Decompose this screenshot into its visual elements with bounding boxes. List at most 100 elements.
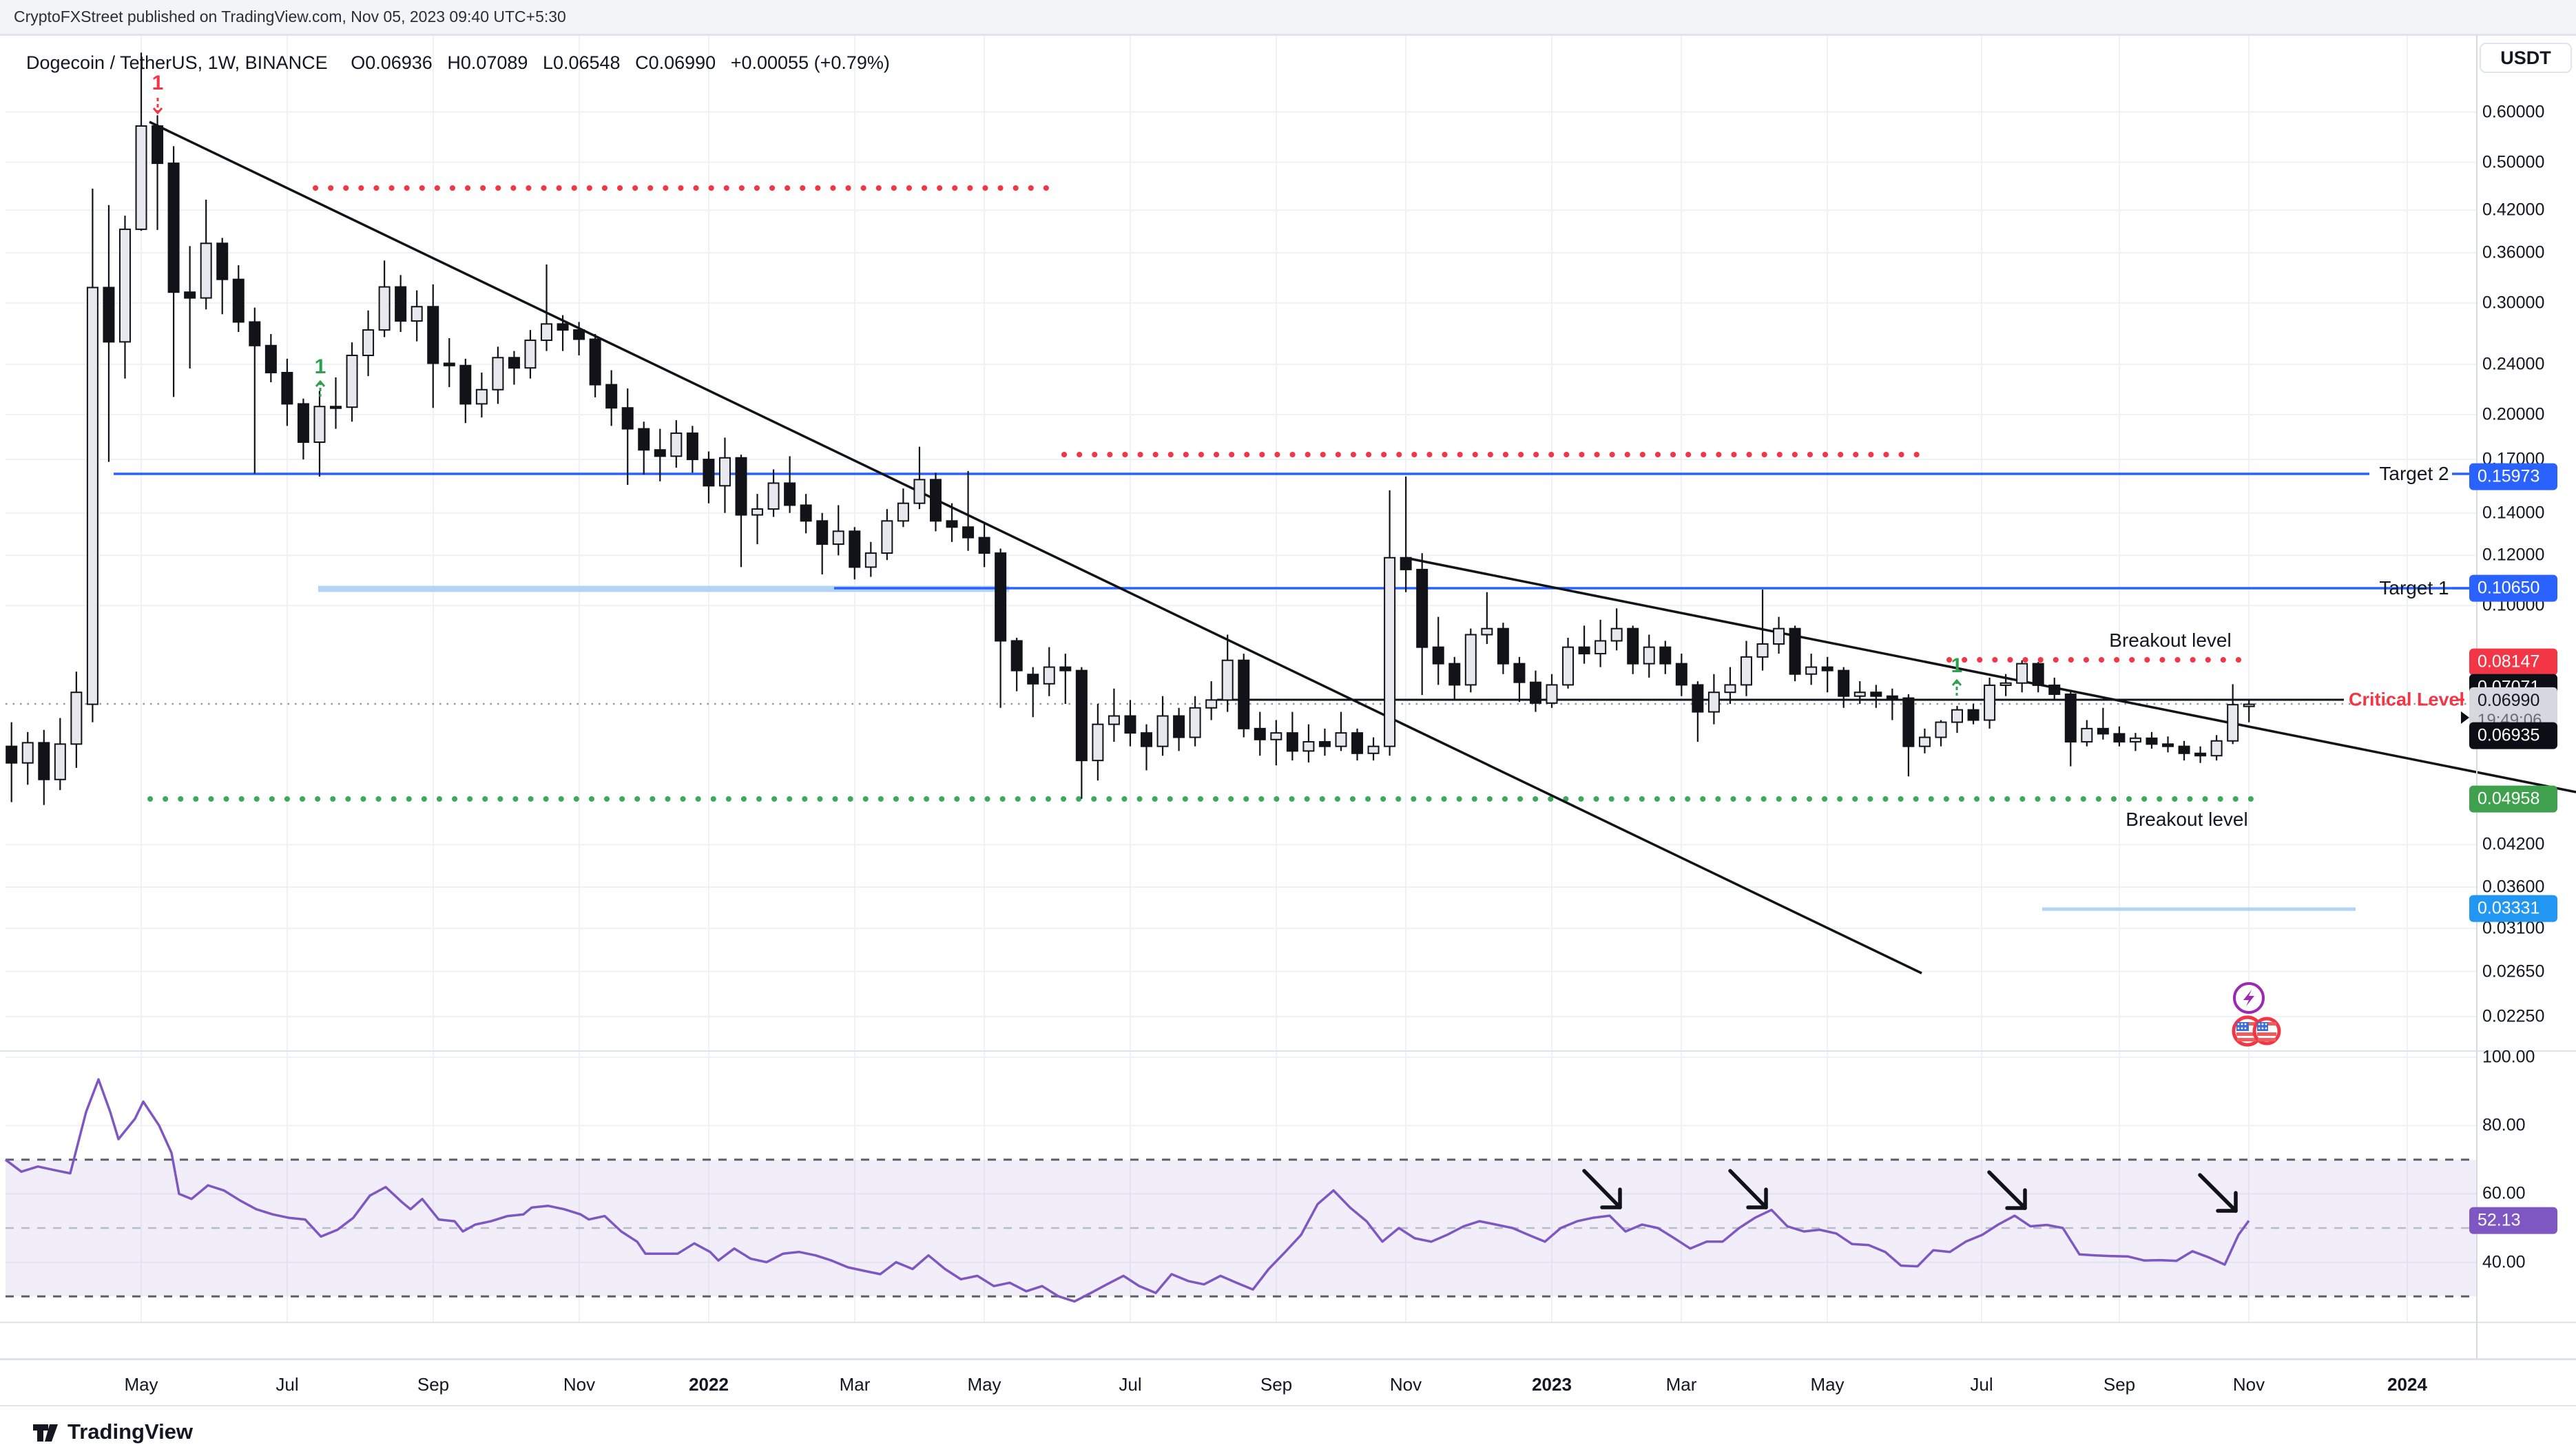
candle-body <box>427 306 439 364</box>
candle-body <box>2081 727 2093 743</box>
candle-body <box>6 745 18 764</box>
rsi-arrow[interactable] <box>1987 1170 2027 1210</box>
candle-body <box>524 340 537 369</box>
candle-body <box>492 357 504 391</box>
candle-body <box>881 520 893 554</box>
candle-body <box>200 242 212 299</box>
candle-body <box>1529 681 1541 704</box>
ohlc-close: C0.06990 <box>635 52 716 73</box>
tradingview-logo-icon[interactable] <box>32 1418 59 1446</box>
candle-body <box>784 482 796 506</box>
candle-body <box>751 508 764 516</box>
candle-body <box>378 286 391 331</box>
target2-label[interactable]: Target 2 <box>2379 463 2449 484</box>
candle-body <box>1740 656 1752 686</box>
candle-body <box>573 329 585 340</box>
candle-body <box>54 743 66 780</box>
tradingview-logo-text[interactable]: TradingView <box>67 1419 194 1444</box>
critical-level-label[interactable]: Critical Level <box>2348 689 2465 710</box>
candle-body <box>2227 704 2239 742</box>
flag-star <box>2241 1023 2243 1026</box>
candle-body <box>2097 727 2109 735</box>
flag-star <box>2241 1027 2243 1030</box>
price-tick: 0.02650 <box>2482 961 2545 981</box>
candle-body <box>2129 737 2141 743</box>
candle-body <box>1546 684 1558 704</box>
price-scale[interactable]: 0.60000 0.50000 0.42000 0.36000 0.30000 0.240… <box>2461 35 2576 1406</box>
candle-body <box>541 323 553 342</box>
target1-label[interactable]: Target 1 <box>2379 577 2449 599</box>
candle-body <box>1643 646 1655 665</box>
price-label-0_15973: 0.15973 <box>2469 463 2557 490</box>
price-tick: 0.36000 <box>2482 242 2545 262</box>
symbol-legend[interactable]: Dogecoin / TetherUS, 1W, BINANCE O0.0693… <box>26 52 900 74</box>
flag-star <box>2265 1023 2267 1026</box>
candle-body <box>264 344 277 373</box>
candle-body <box>1935 721 1947 738</box>
candle-body <box>1481 627 1493 636</box>
candle-body <box>459 364 472 405</box>
candle-body <box>1838 669 1850 697</box>
candle-body <box>995 552 1007 642</box>
flag-stripe <box>2257 1032 2276 1036</box>
flag-stripe <box>2249 1022 2258 1026</box>
candle-body <box>2146 737 2158 745</box>
candle-body <box>281 371 293 405</box>
time-label-jul: Jul <box>1119 1374 1142 1395</box>
candle-body <box>1999 682 2012 686</box>
rsi-arrow[interactable] <box>2198 1173 2238 1213</box>
time-label-nov: Nov <box>563 1374 596 1395</box>
candle-body <box>1886 695 1898 699</box>
candle-body <box>864 552 877 568</box>
currency-toggle-button[interactable]: USDT <box>2480 43 2572 73</box>
flag-star <box>2261 1023 2264 1026</box>
candle-body <box>86 287 98 705</box>
candle-body <box>1351 732 1364 754</box>
footer-bar: TradingView <box>0 1408 2576 1456</box>
flag-star <box>2258 1023 2261 1026</box>
trendline-2[interactable] <box>1405 557 2576 793</box>
wave-marker-arrowhead <box>152 107 163 115</box>
candle-body <box>232 278 245 323</box>
candle-body <box>1562 646 1575 686</box>
candle-body <box>1124 715 1136 734</box>
ohlc-high: H0.07089 <box>447 52 528 73</box>
time-label-jul: Jul <box>1970 1374 1993 1395</box>
candle-body <box>913 479 926 504</box>
price-label-0_03331: 0.03331 <box>2469 895 2557 922</box>
candle-body <box>2113 733 2126 743</box>
candle-body <box>1578 646 1590 655</box>
breakout-level-lower-label[interactable]: Breakout level <box>2126 809 2248 830</box>
wave-marker-1[interactable]: 1 <box>1951 654 1963 677</box>
candle-body <box>1238 659 1250 729</box>
lightning-bolt-glyph <box>2243 990 2254 1006</box>
candle-body <box>1464 634 1477 686</box>
go-to-realtime-arrow[interactable] <box>2461 711 2469 724</box>
candle-body <box>1610 627 1623 642</box>
wave-marker-1[interactable]: 1 <box>152 72 164 94</box>
candle-body <box>443 362 455 366</box>
candle-body <box>638 428 650 451</box>
rsi-arrow[interactable] <box>1728 1169 1768 1209</box>
candle-body <box>346 355 358 408</box>
candle-body <box>411 306 423 322</box>
rsi-arrow[interactable] <box>1582 1169 1622 1209</box>
time-axis[interactable]: May Jul Sep Nov 2022 Mar May Jul Sep Nov 2023 Mar Ma… <box>0 1359 2576 1406</box>
candle-body <box>2243 703 2255 707</box>
publish-text: CryptoFXStreet published on TradingView.… <box>14 8 566 25</box>
flag-stripe <box>2236 1032 2258 1036</box>
candle-body <box>1367 745 1380 754</box>
trendline-1[interactable] <box>149 121 1922 975</box>
price-tick: 0.24000 <box>2482 354 2545 374</box>
candle-body <box>2210 740 2223 757</box>
candle-body <box>1497 627 1509 665</box>
candle-body <box>1286 732 1298 752</box>
candle-body <box>1400 557 1412 570</box>
wave-marker-1[interactable]: 1 <box>315 355 326 378</box>
candle-body <box>1075 669 1088 762</box>
candle-body <box>2064 693 2077 743</box>
candle-body <box>1384 557 1396 747</box>
breakout-level-upper-label[interactable]: Breakout level <box>2109 630 2232 651</box>
candle-body <box>21 742 34 764</box>
